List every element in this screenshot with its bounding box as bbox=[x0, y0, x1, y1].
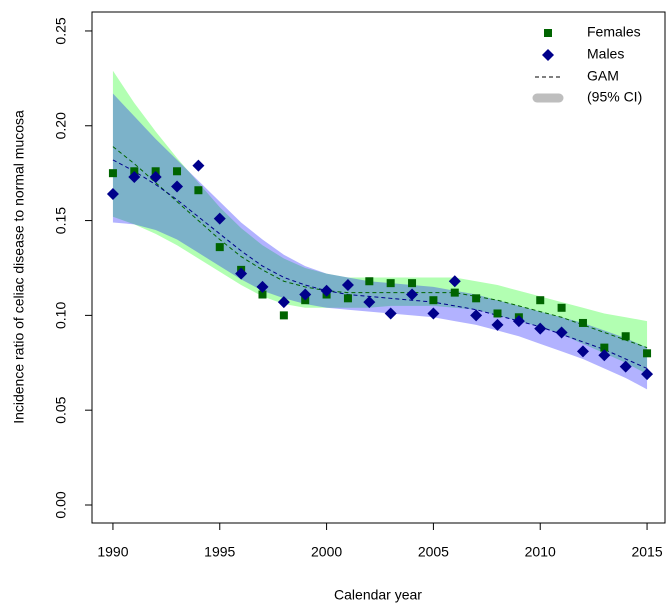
ci-band bbox=[112, 93, 648, 390]
point bbox=[406, 288, 419, 301]
point bbox=[384, 307, 397, 320]
x-tick-label: 2010 bbox=[525, 544, 556, 560]
legend-label: Males bbox=[587, 46, 624, 62]
point bbox=[448, 275, 461, 288]
point bbox=[493, 309, 502, 318]
point bbox=[619, 360, 632, 373]
gam-line bbox=[112, 159, 648, 369]
point bbox=[470, 309, 483, 322]
point bbox=[320, 284, 333, 297]
point bbox=[235, 267, 248, 280]
legend-label: GAM bbox=[587, 68, 619, 84]
point bbox=[557, 303, 566, 312]
point bbox=[429, 296, 438, 305]
point bbox=[341, 279, 354, 292]
x-tick-label: 2015 bbox=[631, 544, 662, 560]
point bbox=[598, 349, 611, 362]
y-tick-label: 0.25 bbox=[53, 17, 69, 44]
point bbox=[643, 349, 652, 358]
point bbox=[641, 368, 654, 381]
x-tick-label: 1990 bbox=[97, 544, 128, 560]
x-tick-label: 1995 bbox=[204, 544, 235, 560]
point bbox=[555, 326, 568, 339]
point bbox=[213, 212, 226, 225]
point bbox=[542, 49, 554, 61]
point bbox=[472, 294, 481, 303]
point bbox=[491, 318, 504, 331]
y-tick-label: 0.20 bbox=[53, 112, 69, 139]
point bbox=[512, 315, 525, 328]
point bbox=[173, 167, 182, 176]
point bbox=[258, 290, 267, 299]
point bbox=[256, 280, 269, 293]
point bbox=[108, 169, 117, 178]
point bbox=[343, 294, 352, 303]
point bbox=[363, 296, 376, 309]
point bbox=[149, 170, 162, 183]
legend-label: (95% CI) bbox=[587, 89, 642, 105]
point bbox=[365, 277, 374, 286]
point bbox=[578, 318, 587, 327]
point bbox=[427, 307, 440, 320]
point bbox=[544, 29, 552, 37]
gam-line bbox=[112, 146, 648, 349]
point bbox=[192, 159, 205, 172]
plot-frame bbox=[91, 11, 666, 524]
x-axis-label: Calendar year bbox=[334, 587, 422, 603]
point bbox=[536, 296, 545, 305]
point bbox=[386, 279, 395, 288]
point bbox=[128, 170, 141, 183]
point bbox=[408, 279, 417, 288]
ci-band bbox=[112, 70, 648, 375]
point bbox=[215, 243, 224, 252]
x-tick-label: 2000 bbox=[311, 544, 342, 560]
point bbox=[106, 188, 119, 201]
point bbox=[194, 186, 203, 195]
point bbox=[299, 288, 312, 301]
y-tick-label: 0.00 bbox=[53, 491, 69, 518]
point bbox=[534, 322, 547, 335]
y-tick-label: 0.15 bbox=[53, 207, 69, 234]
point bbox=[279, 311, 288, 320]
y-tick-label: 0.10 bbox=[53, 302, 69, 329]
point bbox=[171, 180, 184, 193]
y-tick-label: 0.05 bbox=[53, 396, 69, 423]
x-tick-label: 2005 bbox=[418, 544, 449, 560]
point bbox=[621, 332, 630, 341]
point bbox=[576, 345, 589, 358]
point bbox=[450, 288, 459, 297]
y-axis-label: Incidence ratio of celiac disease to nor… bbox=[11, 110, 27, 424]
point bbox=[277, 296, 290, 309]
legend-label: Females bbox=[587, 24, 641, 40]
point bbox=[600, 343, 609, 352]
